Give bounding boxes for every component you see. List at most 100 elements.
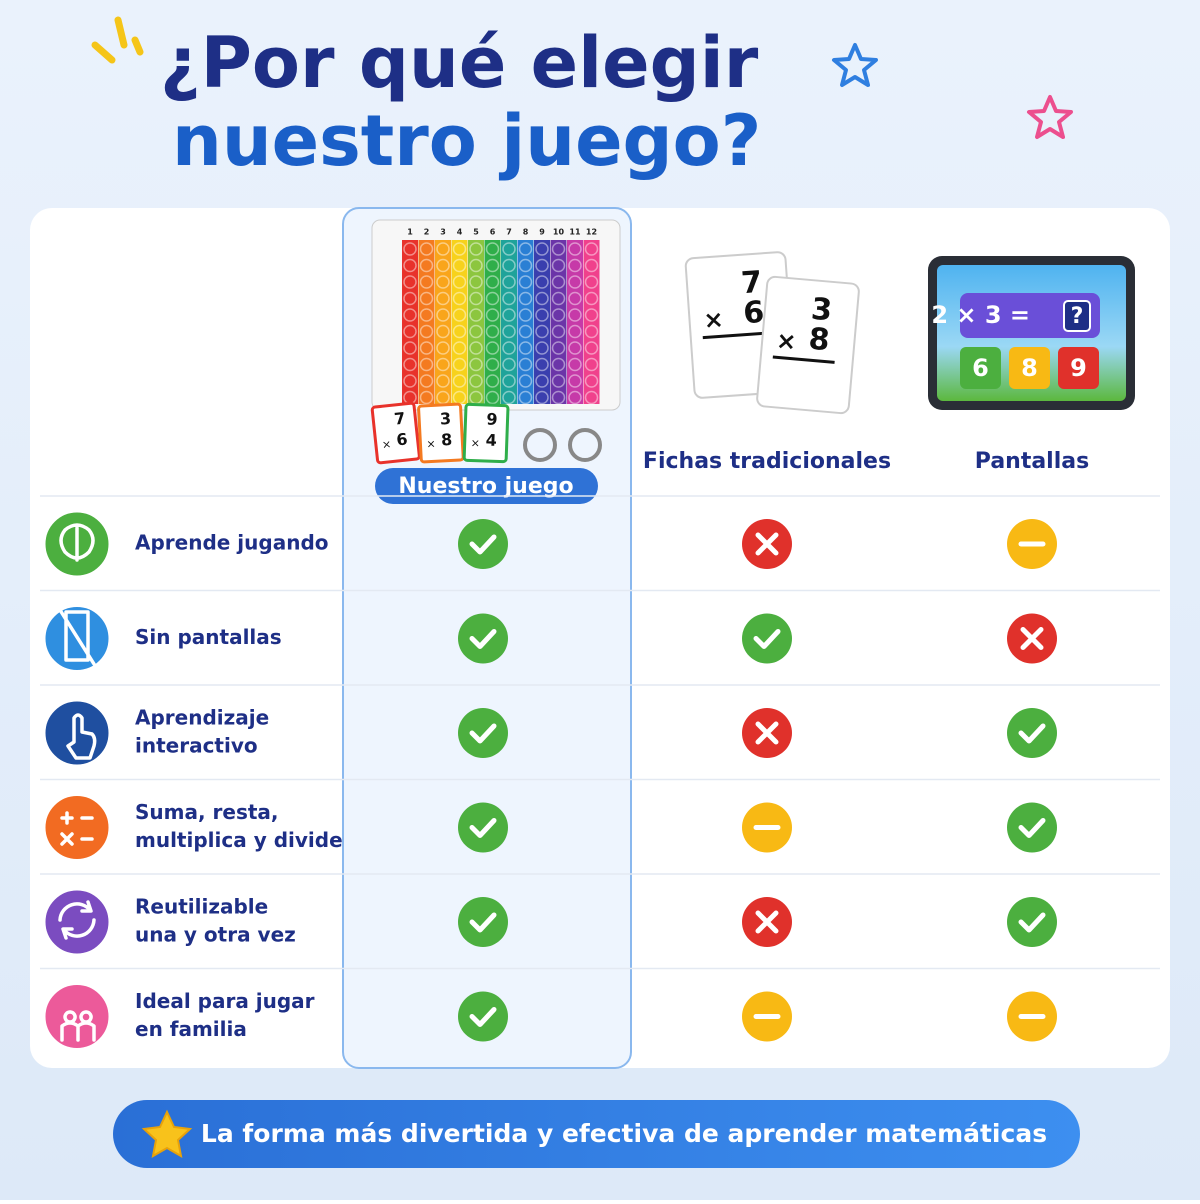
row-label: Aprendizaje <box>135 706 269 730</box>
row-icon <box>42 698 112 768</box>
bubble <box>485 308 500 322</box>
bubble <box>469 341 483 355</box>
footer-banner <box>113 1100 1080 1168</box>
bubble <box>452 242 467 256</box>
bubble <box>419 324 434 339</box>
status-glyph <box>755 721 779 745</box>
status-circle <box>458 613 508 664</box>
status-glyph <box>469 1007 497 1027</box>
card-number: 6 <box>742 295 765 331</box>
option-box <box>960 347 1001 389</box>
bubble <box>518 357 533 372</box>
bubble <box>469 242 483 256</box>
bubble <box>419 258 434 273</box>
bubble <box>419 357 434 372</box>
row-label: Aprende jugando <box>135 531 329 555</box>
bubble <box>584 374 599 388</box>
bubble <box>535 291 549 306</box>
status-glyph <box>755 910 779 934</box>
bubble <box>419 374 434 388</box>
status-glyph <box>753 629 781 649</box>
small-card: 3 × 8 <box>417 402 465 464</box>
decorations <box>91 16 1073 139</box>
board-number: 1 <box>407 228 413 237</box>
bubble <box>436 308 450 322</box>
ring <box>523 428 557 462</box>
small-card-face <box>370 401 421 465</box>
status-dash <box>1007 519 1057 569</box>
bubble <box>436 390 450 405</box>
bubble <box>502 308 516 322</box>
unknown: ? <box>1071 304 1084 329</box>
status-dash <box>1007 991 1057 1042</box>
bubble <box>485 242 500 256</box>
illustrations: 1 2 3 4 5 6 7 8 9 10 11 127× 63× 89× 47× 6 3× 82 × 3 = ?6 8… <box>370 219 1135 465</box>
status-check <box>458 991 508 1042</box>
bubble <box>568 374 582 388</box>
bubble <box>584 258 599 273</box>
bubble <box>436 291 450 306</box>
bubble <box>584 275 599 289</box>
bubble <box>584 324 599 339</box>
bubble <box>518 341 533 355</box>
bubble <box>469 275 483 289</box>
bubble <box>403 390 417 405</box>
bubble <box>485 258 500 273</box>
board-number: 4 <box>457 228 463 237</box>
bubble <box>568 324 582 339</box>
bubble <box>568 357 582 372</box>
bubble <box>568 390 582 405</box>
bubble <box>535 242 549 256</box>
bubble <box>502 291 516 306</box>
bubble <box>518 308 533 322</box>
bubble <box>535 341 549 355</box>
bubble <box>535 275 549 289</box>
bubble <box>584 357 599 372</box>
bubble <box>551 291 566 306</box>
bubble <box>485 341 500 355</box>
flashcard-face <box>756 275 860 415</box>
board-number: 5 <box>473 228 479 237</box>
bubble <box>403 291 417 306</box>
card-rule <box>772 355 835 364</box>
status-glyph <box>755 532 779 556</box>
bubble <box>502 324 516 339</box>
board-number: 8 <box>523 228 529 237</box>
bubble <box>535 308 549 322</box>
card-operator: × <box>426 437 436 450</box>
bubble <box>502 357 516 372</box>
bubble <box>518 374 533 388</box>
board-number: 11 <box>569 228 581 237</box>
bubble <box>452 275 467 289</box>
bubble <box>584 291 599 306</box>
row-icon-glyph <box>58 900 96 940</box>
bubble <box>502 390 516 405</box>
rows: Aprende jugando Sin pantallas Aprendizaje i… <box>40 495 1160 1051</box>
bubble <box>518 390 533 405</box>
card-number: 4 <box>485 430 497 449</box>
bubble <box>551 258 566 273</box>
bubble <box>436 374 450 388</box>
option: 9 <box>1070 354 1087 382</box>
bubble <box>518 291 533 306</box>
status-glyph <box>1018 818 1046 838</box>
status-circle <box>1007 708 1057 758</box>
status-check <box>458 708 508 758</box>
bubble <box>452 374 467 388</box>
row-icon-glyph <box>60 1010 96 1042</box>
card-number: 9 <box>486 410 498 429</box>
status-check <box>742 613 792 664</box>
status-circle <box>742 613 792 664</box>
row-label: en familia <box>135 1017 247 1041</box>
option-box <box>1058 347 1099 389</box>
bubble <box>551 341 566 355</box>
status-glyph <box>469 629 497 649</box>
bubble <box>469 258 483 273</box>
status-glyph <box>469 818 497 838</box>
bubble <box>419 390 434 405</box>
bubble <box>551 357 566 372</box>
status-dash <box>742 802 792 853</box>
status-check <box>458 897 508 947</box>
status-cross <box>742 897 792 947</box>
